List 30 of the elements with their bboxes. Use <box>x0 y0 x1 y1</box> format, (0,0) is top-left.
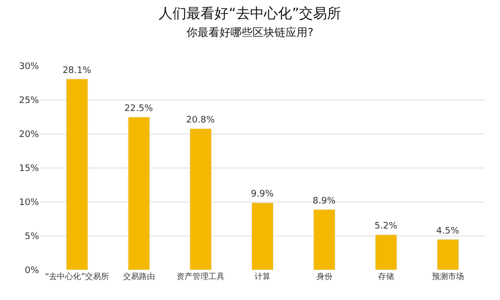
x-tick-label: 身份 <box>316 272 332 281</box>
data-label: 8.9% <box>312 196 336 206</box>
bar <box>313 209 336 270</box>
bar <box>128 116 150 270</box>
y-tick-label: 15% <box>18 164 40 174</box>
x-tick-label: 存储 <box>378 272 394 281</box>
x-tick-label: 预测市场 <box>432 272 464 281</box>
y-tick-label: 30% <box>18 62 40 72</box>
bar <box>251 202 274 270</box>
data-label: 20.8% <box>186 116 216 126</box>
y-tick-label: 0% <box>24 266 40 276</box>
bar <box>190 128 212 270</box>
bar <box>375 234 398 270</box>
data-label: 9.9% <box>250 190 274 200</box>
bar <box>436 239 459 270</box>
data-label: 5.2% <box>374 222 398 232</box>
data-label: 4.5% <box>436 226 460 236</box>
chart-subtitle: 你最看好哪些区块链应用? <box>186 26 314 40</box>
y-tick-label: 5% <box>24 232 40 242</box>
data-label: 22.5% <box>124 104 154 114</box>
y-tick-label: 20% <box>18 130 40 140</box>
data-label: 28.1% <box>62 66 92 76</box>
bar <box>66 78 88 270</box>
x-tick-label: “去中心化”交易所 <box>44 272 110 281</box>
x-tick-label: 计算 <box>254 272 270 281</box>
x-tick-label: 交易路由 <box>122 272 155 281</box>
x-tick-label: 资产管理工具 <box>176 272 225 281</box>
chart-title: 人们最看好“去中心化”交易所 <box>158 6 342 22</box>
y-tick-label: 25% <box>18 96 40 106</box>
y-tick-label: 10% <box>18 198 40 208</box>
